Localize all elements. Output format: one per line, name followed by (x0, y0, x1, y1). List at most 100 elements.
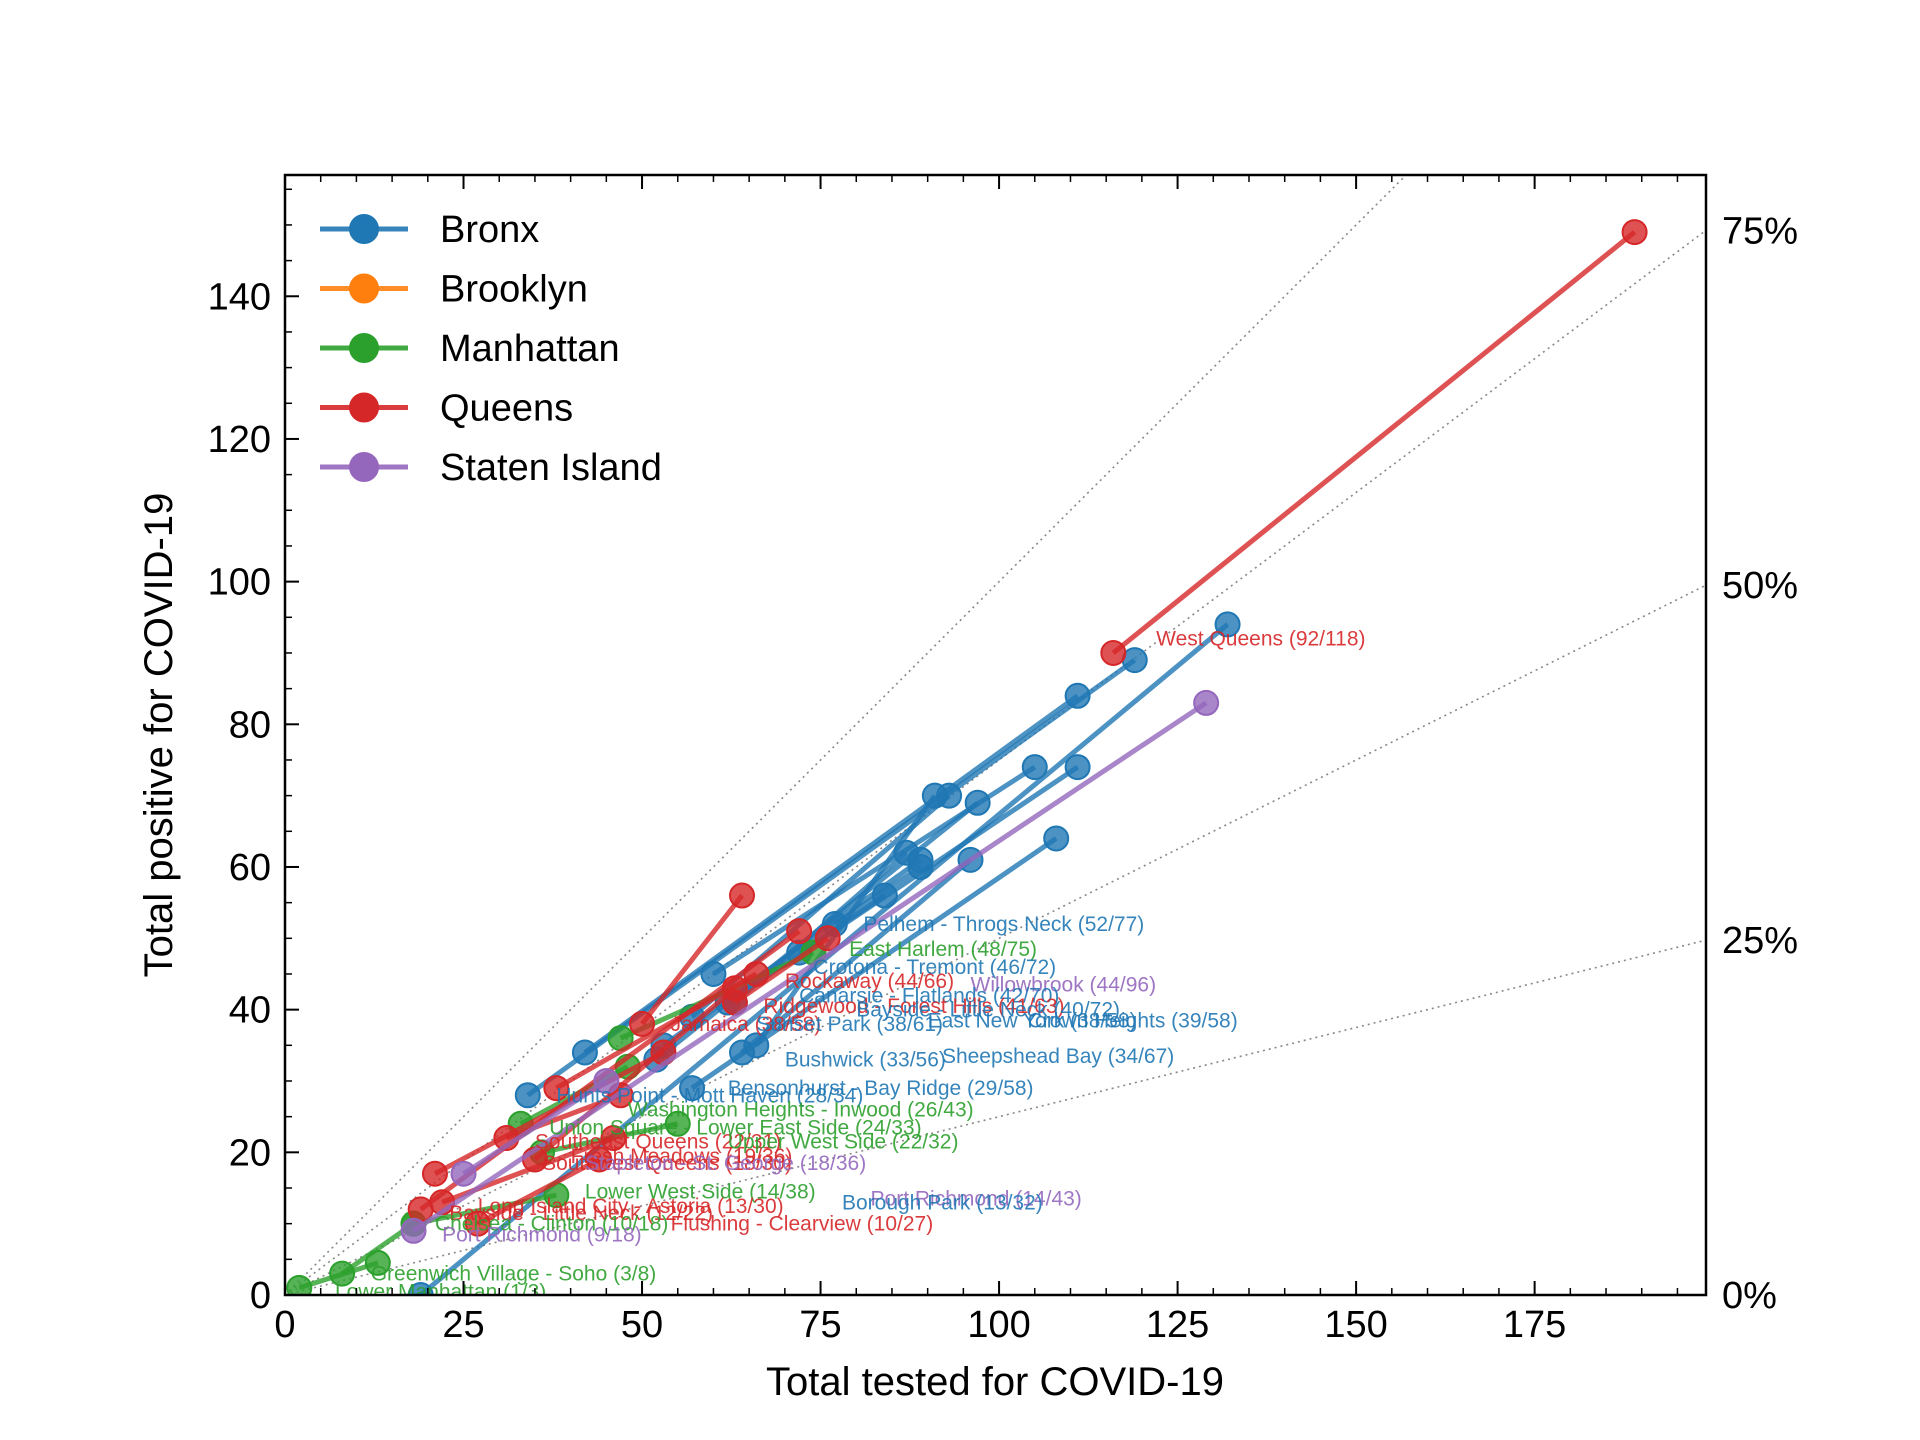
reference-line-label: 50% (1722, 565, 1798, 607)
data-label: Crotona - Tremont (46/72) (813, 956, 1056, 979)
series-line (1111, 230, 1637, 655)
reference-line-label: 75% (1722, 210, 1798, 252)
legend-label: Queens (440, 388, 573, 430)
data-point (600, 1125, 627, 1152)
x-axis-title: Total tested for COVID-19 (766, 1360, 1224, 1404)
series-line (413, 1192, 557, 1227)
data-label: Upper West Side (22/32) (728, 1131, 959, 1154)
data-point (1043, 825, 1070, 852)
data-point (1021, 754, 1048, 781)
series-line (640, 893, 744, 1026)
x-tick-label: 150 (1324, 1304, 1387, 1346)
data-point (1621, 219, 1648, 246)
data-label: West Queens (92/118) (1156, 628, 1365, 651)
data-label: Fresh Meadows (19/36) (571, 1145, 793, 1168)
data-point (286, 1274, 313, 1295)
legend-label: Staten Island (440, 447, 662, 489)
data-label: Bayside - Little Neck (40/72) (856, 999, 1120, 1022)
reference-line-label: 25% (1722, 920, 1798, 962)
data-label: Southeast Queens (22/31) (535, 1131, 781, 1154)
data-point (1121, 647, 1148, 674)
series-line (740, 857, 973, 1055)
series-line (733, 936, 830, 1005)
data-label: Port Richmond (9/18) (442, 1223, 642, 1246)
data-label: East New York (38/58) (928, 1009, 1137, 1032)
reference-line (285, 175, 1408, 1295)
data-label: Crown Heights (39/58) (1028, 1009, 1238, 1032)
y-tick-label: 100 (208, 562, 271, 604)
data-point (1064, 754, 1091, 781)
x-tick-label: 75 (799, 1304, 841, 1346)
series-line (533, 986, 737, 1162)
y-tick-label: 0 (250, 1275, 271, 1317)
data-point (400, 1217, 427, 1244)
data-label: Rockaway (44/66) (785, 970, 954, 993)
data-point (729, 882, 756, 909)
data-label: Canarsie - Flatlands (42/70) (799, 984, 1059, 1007)
series-line (833, 864, 922, 927)
data-point (679, 1075, 706, 1102)
data-layer (286, 219, 1648, 1295)
data-label: Bayside - Little Neck (12/22) (449, 1202, 713, 1225)
data-point (450, 1160, 477, 1187)
legend-label: Manhattan (440, 328, 620, 370)
x-tick-label: 100 (967, 1304, 1030, 1346)
legend-swatch-marker (349, 392, 379, 423)
data-point (1064, 682, 1091, 709)
data-label: Greenwich Village - Soho (3/8) (371, 1263, 657, 1286)
y-axis-title: Total positive for COVID-19 (137, 493, 181, 978)
data-point (814, 925, 841, 952)
data-point (571, 1039, 598, 1066)
data-label: Hunts Point - Mott Haven (28/34) (556, 1084, 863, 1107)
data-point (421, 1160, 448, 1187)
y-tick-label: 80 (229, 704, 271, 746)
axes: 0% 25% 50% 75% 0 25 50 75 100 125 150 175 0 20 40 60 80 1… (208, 173, 1798, 1346)
data-label: Sunset Park (38/61) (756, 1013, 943, 1036)
series-line (412, 700, 1208, 1233)
data-point (907, 853, 934, 880)
data-label: Lower Manhattan (1/3) (335, 1280, 546, 1303)
series-line (476, 1157, 601, 1226)
reference-lines (285, 175, 1706, 1295)
data-point (586, 1146, 613, 1173)
data-label: Chelsea - Clinton (10/18) (435, 1213, 668, 1236)
legend: Bronx Brooklyn Manhattan Queens Staten Islan… (320, 209, 662, 489)
data-point (407, 1282, 434, 1295)
data-label: Jamaica (38/58) (671, 1013, 822, 1036)
y-tick-label: 140 (208, 276, 271, 318)
data-point (921, 782, 948, 809)
plot-frame (283, 173, 1708, 1297)
data-point (329, 1260, 356, 1287)
x-tick-label: 175 (1503, 1304, 1566, 1346)
data-point (786, 918, 813, 945)
data-point (700, 960, 727, 987)
y-tick-label: 40 (229, 990, 271, 1032)
data-label: East Harlem (48/75) (849, 938, 1037, 961)
data-label: Washington Heights - Inwood (26/43) (628, 1099, 974, 1122)
data-label: Port Richmond (14/43) (871, 1188, 1082, 1211)
legend-swatch-marker (349, 214, 379, 244)
y-tick-label: 120 (208, 419, 271, 461)
data-label: Flushing - Clearview (10/27) (671, 1213, 934, 1236)
legend-swatch-marker (349, 333, 379, 363)
data-point (464, 1210, 491, 1237)
series-line (555, 971, 758, 1091)
series-line (433, 1050, 665, 1176)
reference-line (285, 584, 1706, 1295)
data-point (1100, 639, 1127, 666)
data-label: Stapleton - St. George (18/36) (585, 1152, 866, 1175)
data-label: Lower West Side (14/38) (585, 1181, 816, 1204)
data-label: Sheepshead Bay (34/67) (942, 1045, 1174, 1068)
data-label: Southwest Queens (18/30) (542, 1152, 792, 1175)
legend-swatch-marker (349, 273, 379, 304)
y-tick-label: 60 (229, 847, 271, 889)
data-point (629, 1010, 656, 1037)
data-point (1193, 689, 1220, 716)
data-point (593, 1067, 620, 1094)
data-point (743, 1032, 770, 1059)
y-tick-label: 20 (229, 1132, 271, 1174)
reference-line-label: 0% (1722, 1275, 1777, 1317)
series-line (462, 1078, 608, 1176)
